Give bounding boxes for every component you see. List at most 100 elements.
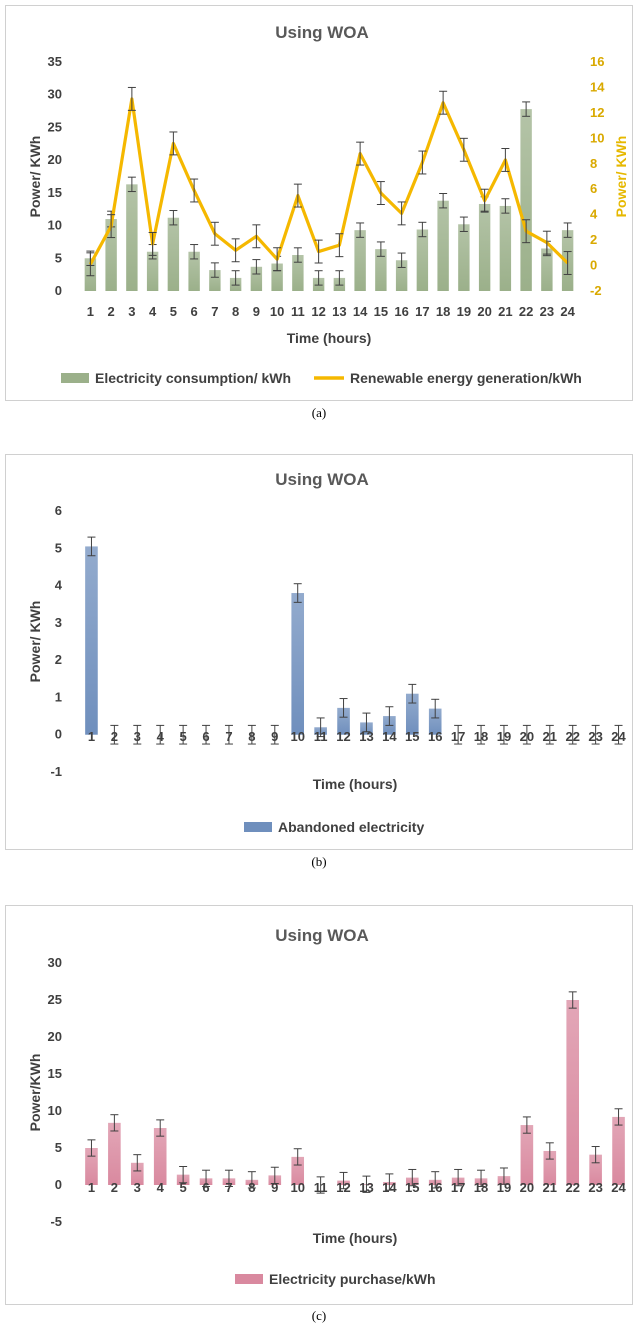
y-tick-label: 25 — [48, 119, 62, 134]
x-axis-title: Time (hours) — [287, 330, 372, 346]
x-tick-label: 16 — [394, 304, 408, 319]
x-tick-label: 3 — [134, 729, 141, 744]
x-tick-label: 21 — [498, 304, 512, 319]
bar — [85, 1148, 98, 1185]
x-tick-label: 23 — [540, 304, 554, 319]
x-tick-label: 24 — [611, 729, 626, 744]
x-tick-label: 3 — [134, 1180, 141, 1195]
bar — [291, 593, 305, 735]
y-tick-label: 10 — [48, 218, 62, 233]
legend-label: Renewable energy generation/kWh — [350, 370, 582, 386]
x-tick-label: 2 — [108, 304, 115, 319]
x-tick-label: 21 — [543, 729, 557, 744]
legend-label: Electricity consumption/ kWh — [95, 370, 291, 386]
x-tick-label: 12 — [336, 1180, 350, 1195]
y-tick-label: 5 — [55, 250, 62, 265]
x-tick-label: 7 — [225, 1180, 232, 1195]
bar — [520, 109, 532, 291]
y-tick-label: 3 — [55, 615, 62, 630]
x-tick-label: 9 — [271, 1180, 278, 1195]
y-axis-title: Power/ KWh — [27, 601, 43, 683]
bar — [130, 1162, 144, 1185]
y-right-tick-label: 0 — [590, 258, 597, 273]
x-tick-label: 10 — [270, 304, 284, 319]
bar — [375, 249, 387, 291]
chart-panel-c: Using WOA -5 0 5 10 15 20 25 30 1 2 3 4 5 6 7 8 9 10 11 12 13… — [5, 905, 633, 1305]
bar — [291, 1156, 305, 1185]
bar — [292, 255, 304, 291]
x-tick-label: 7 — [225, 729, 232, 744]
y-right-tick-label: 2 — [590, 232, 597, 247]
x-tick-label: 4 — [157, 1180, 165, 1195]
y-axis-title: Power/KWh — [27, 1054, 43, 1132]
caption-c: (c) — [311, 1308, 327, 1323]
bar — [405, 693, 419, 735]
chart-panel-b: Using WOA -1 0 1 2 3 4 5 6 1 2 3 4 5 6 7 8 9 10 11 12 13 14 15 1… — [5, 454, 633, 850]
x-tick-label: 22 — [519, 304, 533, 319]
y-axis-title: Power/ KWh — [27, 136, 43, 218]
bar — [337, 707, 350, 735]
x-tick-label: 16 — [428, 1180, 442, 1195]
bar — [188, 251, 200, 291]
x-tick-label: 18 — [436, 304, 450, 319]
legend-swatch — [235, 1274, 263, 1284]
bar — [354, 230, 366, 291]
bar — [85, 546, 98, 735]
bar — [478, 203, 491, 291]
x-tick-label: 20 — [477, 304, 491, 319]
bar — [566, 1000, 580, 1185]
x-tick-label: 9 — [271, 729, 278, 744]
x-tick-label: 5 — [180, 1180, 187, 1195]
bar — [520, 1125, 534, 1185]
x-tick-label: 12 — [336, 729, 350, 744]
bar — [499, 205, 512, 291]
x-tick-label: 8 — [232, 304, 239, 319]
x-tick-label: 15 — [405, 729, 419, 744]
x-tick-label: 3 — [128, 304, 135, 319]
x-tick-label: 5 — [170, 304, 177, 319]
x-tick-label: 23 — [588, 729, 602, 744]
bar — [146, 251, 159, 291]
x-tick-label: 16 — [428, 729, 442, 744]
x-tick-label: 8 — [248, 1180, 255, 1195]
x-tick-label: 9 — [253, 304, 260, 319]
bar — [250, 266, 263, 291]
x-tick-label: 13 — [359, 729, 373, 744]
bar — [395, 260, 408, 291]
x-tick-label: 18 — [474, 729, 488, 744]
x-tick-label: 11 — [314, 1180, 328, 1195]
caption-b: (b) — [311, 854, 327, 869]
chart-title: Using WOA — [275, 23, 369, 42]
x-tick-label: 22 — [565, 1180, 579, 1195]
x-tick-label: 15 — [405, 1180, 419, 1195]
bar — [126, 184, 138, 291]
bar — [153, 1128, 167, 1185]
chart-title: Using WOA — [275, 470, 369, 489]
x-tick-label: 6 — [191, 304, 198, 319]
y-right-tick-label: 4 — [590, 207, 598, 222]
x-tick-label: 11 — [291, 304, 305, 319]
x-tick-label: 10 — [290, 1180, 304, 1195]
x-tick-label: 15 — [374, 304, 388, 319]
y-right-tick-label: 8 — [590, 156, 597, 171]
x-tick-label: 8 — [248, 729, 255, 744]
legend-swatch — [244, 822, 272, 832]
bar — [271, 263, 283, 291]
bar — [167, 217, 180, 291]
x-tick-label: 14 — [382, 729, 397, 744]
bar — [416, 229, 429, 291]
x-tick-label: 14 — [353, 304, 368, 319]
x-tick-label: 1 — [88, 729, 95, 744]
y-right-axis-title: Power/ KWh — [613, 136, 629, 218]
y-tick-label: 10 — [48, 1103, 62, 1118]
bar — [428, 708, 442, 735]
y-tick-label: 1 — [55, 689, 62, 704]
y-tick-label: 30 — [48, 87, 62, 102]
x-tick-label: 23 — [588, 1180, 602, 1195]
x-tick-label: 17 — [415, 304, 429, 319]
bar — [589, 1154, 602, 1185]
x-tick-label: 10 — [290, 729, 304, 744]
x-tick-label: 14 — [382, 1180, 397, 1195]
